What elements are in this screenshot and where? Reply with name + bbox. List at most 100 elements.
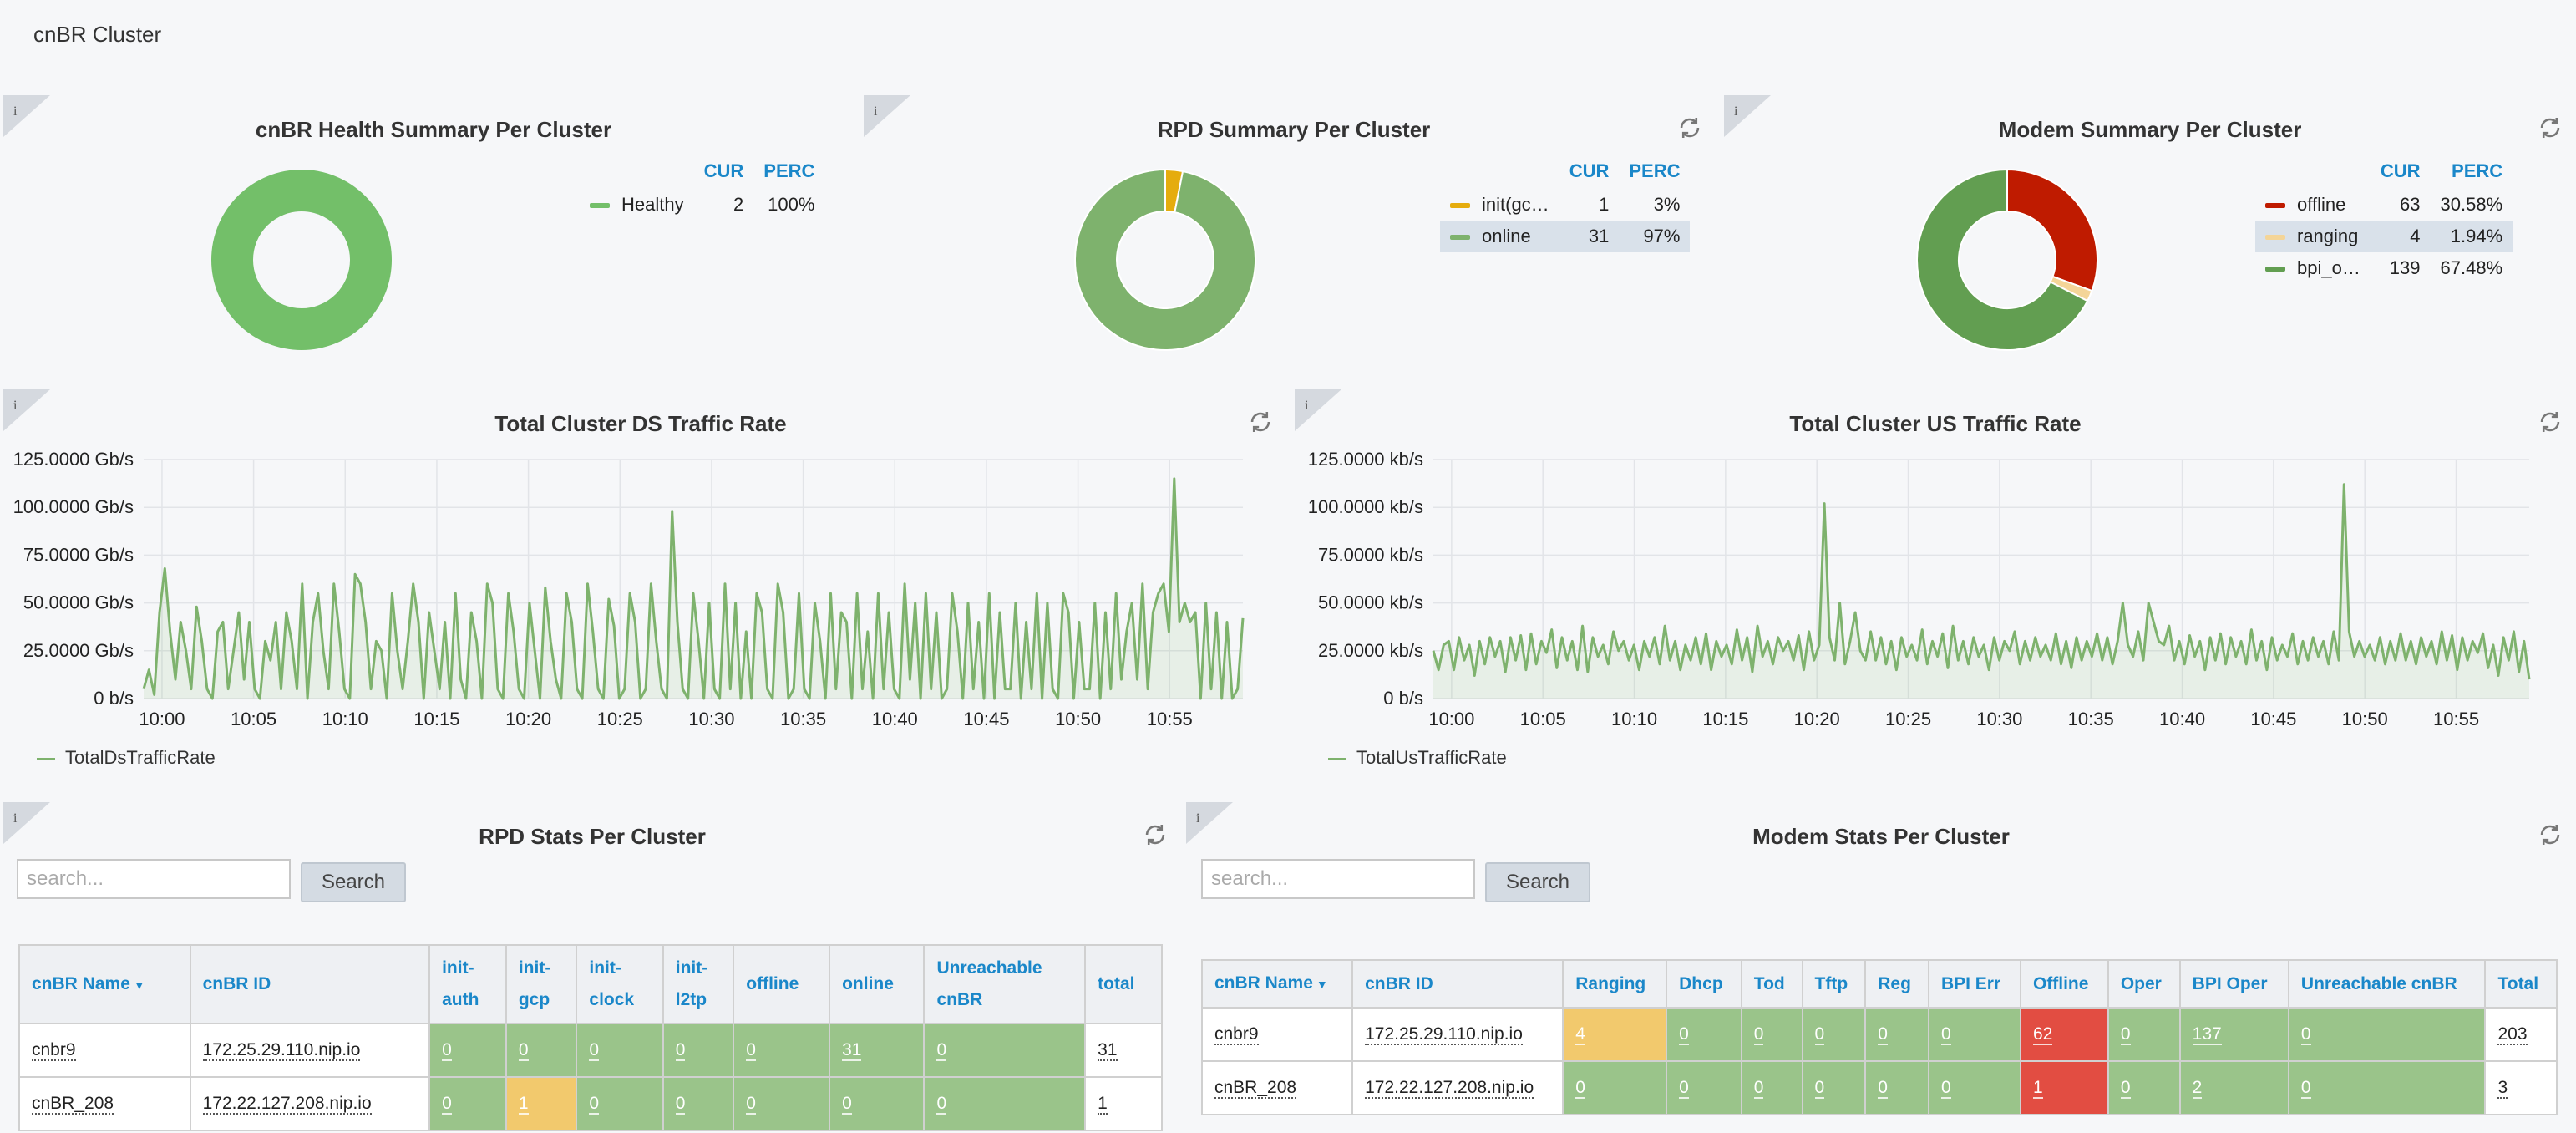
search-button[interactable]: Search (1485, 862, 1590, 902)
cell-link[interactable]: 0 (936, 1040, 947, 1061)
cell-link[interactable]: 0 (442, 1040, 452, 1061)
table-cell[interactable]: 0 (1801, 1007, 1867, 1062)
cell-link[interactable]: 0 (589, 1040, 600, 1061)
column-header[interactable]: cnBR ID (189, 944, 431, 1024)
donut-slice[interactable] (2006, 168, 2098, 292)
table-cell[interactable]: 0 (1740, 1007, 1803, 1062)
table-cell[interactable]: 4 (1562, 1007, 1668, 1062)
cell-link[interactable]: 0 (518, 1040, 529, 1061)
cell-link[interactable]: cnBR_208 (32, 1094, 114, 1115)
cell-link[interactable]: 0 (1878, 1024, 1888, 1045)
cell-link[interactable]: 0 (675, 1094, 686, 1115)
table-cell[interactable]: 0 (2287, 1007, 2487, 1062)
cell-link[interactable]: 0 (442, 1094, 452, 1115)
table-cell[interactable]: 0 (576, 1023, 664, 1078)
column-header[interactable]: Offline (2019, 959, 2109, 1009)
cell-link[interactable]: 0 (746, 1094, 756, 1115)
us-legend[interactable]: TotalUsTrafficRate (1328, 747, 1507, 769)
column-header[interactable]: online (829, 944, 925, 1024)
table-cell[interactable]: cnbr9 (1200, 1007, 1354, 1062)
info-icon[interactable]: i (3, 802, 50, 844)
cell-link[interactable]: 1 (1098, 1094, 1108, 1115)
legend-row[interactable]: ranging 4 1.94% (2255, 221, 2513, 252)
table-cell[interactable]: 0 (1801, 1060, 1867, 1115)
table-cell[interactable]: 0 (829, 1076, 925, 1131)
column-header[interactable]: cnBR Name ▼ (18, 944, 191, 1024)
info-icon[interactable]: i (1724, 95, 1771, 137)
legend-row[interactable]: online 31 97% (1440, 221, 1691, 252)
cell-link[interactable]: 0 (1679, 1078, 1689, 1099)
cell-link[interactable]: 4 (1575, 1024, 1585, 1045)
cell-link[interactable]: 0 (1814, 1024, 1825, 1045)
table-cell[interactable]: 0 (733, 1076, 831, 1131)
table-cell[interactable]: 0 (428, 1076, 507, 1131)
info-icon[interactable]: i (1186, 802, 1233, 844)
table-cell[interactable]: 0 (1927, 1060, 2021, 1115)
column-header[interactable]: total (1084, 944, 1163, 1024)
cell-link[interactable]: 62 (2032, 1024, 2053, 1045)
cell-link[interactable]: cnbr9 (1214, 1024, 1259, 1045)
cell-link[interactable]: 31 (1098, 1040, 1118, 1061)
table-cell[interactable]: 172.25.29.110.nip.io (1351, 1007, 1564, 1062)
cell-link[interactable]: 137 (2192, 1024, 2222, 1045)
table-cell[interactable]: 3 (2484, 1060, 2558, 1115)
table-cell[interactable]: 0 (505, 1023, 578, 1078)
legend-row[interactable]: Healthy 2 100% (580, 189, 824, 221)
series-line[interactable] (142, 477, 1245, 700)
table-cell[interactable]: 31 (829, 1023, 925, 1078)
donut-slice[interactable] (211, 170, 392, 350)
series-line[interactable] (1432, 483, 2531, 680)
column-header[interactable]: init-auth (428, 944, 507, 1024)
cell-link[interactable]: 0 (2300, 1078, 2311, 1099)
table-cell[interactable]: 0 (662, 1023, 735, 1078)
cell-link[interactable]: 0 (1753, 1078, 1764, 1099)
table-cell[interactable]: 0 (428, 1023, 507, 1078)
cell-link[interactable]: 31 (842, 1040, 862, 1061)
table-cell[interactable]: 0 (2287, 1060, 2487, 1115)
table-cell[interactable]: 172.25.29.110.nip.io (189, 1023, 431, 1078)
column-header[interactable]: init-l2tp (662, 944, 735, 1024)
cell-link[interactable]: 0 (2300, 1024, 2311, 1045)
cell-link[interactable]: 0 (1940, 1078, 1951, 1099)
cell-link[interactable]: 1 (518, 1094, 529, 1115)
table-cell[interactable]: 0 (2107, 1060, 2181, 1115)
info-icon[interactable]: i (3, 95, 50, 137)
table-cell[interactable]: 0 (662, 1076, 735, 1131)
cell-link[interactable]: 0 (842, 1094, 852, 1115)
table-cell[interactable]: cnBR_208 (18, 1076, 191, 1131)
cell-link[interactable]: 0 (2120, 1078, 2131, 1099)
refresh-icon[interactable] (1141, 821, 1169, 849)
info-icon[interactable]: i (3, 389, 50, 431)
column-header[interactable]: Oper (2107, 959, 2181, 1009)
cell-link[interactable]: 172.22.127.208.nip.io (202, 1094, 372, 1115)
cell-link[interactable]: 0 (1940, 1024, 1951, 1045)
cell-link[interactable]: 0 (2120, 1024, 2131, 1045)
cell-link[interactable]: 3 (2497, 1078, 2508, 1099)
refresh-icon[interactable] (2536, 408, 2564, 436)
table-cell[interactable]: 203 (2484, 1007, 2558, 1062)
column-header[interactable]: Ranging (1562, 959, 1668, 1009)
column-header[interactable]: Dhcp (1666, 959, 1742, 1009)
ds-legend[interactable]: TotalDsTrafficRate (37, 747, 216, 769)
table-cell[interactable]: 0 (1927, 1007, 2021, 1062)
info-icon[interactable]: i (864, 95, 910, 137)
table-cell[interactable]: 1 (505, 1076, 578, 1131)
table-cell[interactable]: 1 (2019, 1060, 2109, 1115)
column-header[interactable]: offline (733, 944, 831, 1024)
cell-link[interactable]: cnbr9 (32, 1040, 76, 1061)
column-header[interactable]: Tod (1740, 959, 1803, 1009)
column-header[interactable]: init-gcp (505, 944, 578, 1024)
table-cell[interactable]: 0 (1562, 1060, 1668, 1115)
table-cell[interactable]: 0 (923, 1023, 1087, 1078)
search-input[interactable] (1201, 859, 1475, 899)
column-header[interactable]: Unreachable cnBR (2287, 959, 2487, 1009)
donut-slice[interactable] (1074, 168, 1256, 351)
table-cell[interactable]: 0 (1666, 1007, 1742, 1062)
table-cell[interactable]: 172.22.127.208.nip.io (189, 1076, 431, 1131)
table-cell[interactable]: 172.22.127.208.nip.io (1351, 1060, 1564, 1115)
table-cell[interactable]: 0 (1864, 1007, 1929, 1062)
column-header[interactable]: cnBR Name ▼ (1200, 959, 1354, 1009)
column-header[interactable]: Reg (1864, 959, 1929, 1009)
table-cell[interactable]: 0 (733, 1023, 831, 1078)
cell-link[interactable]: 172.25.29.110.nip.io (1365, 1024, 1523, 1045)
